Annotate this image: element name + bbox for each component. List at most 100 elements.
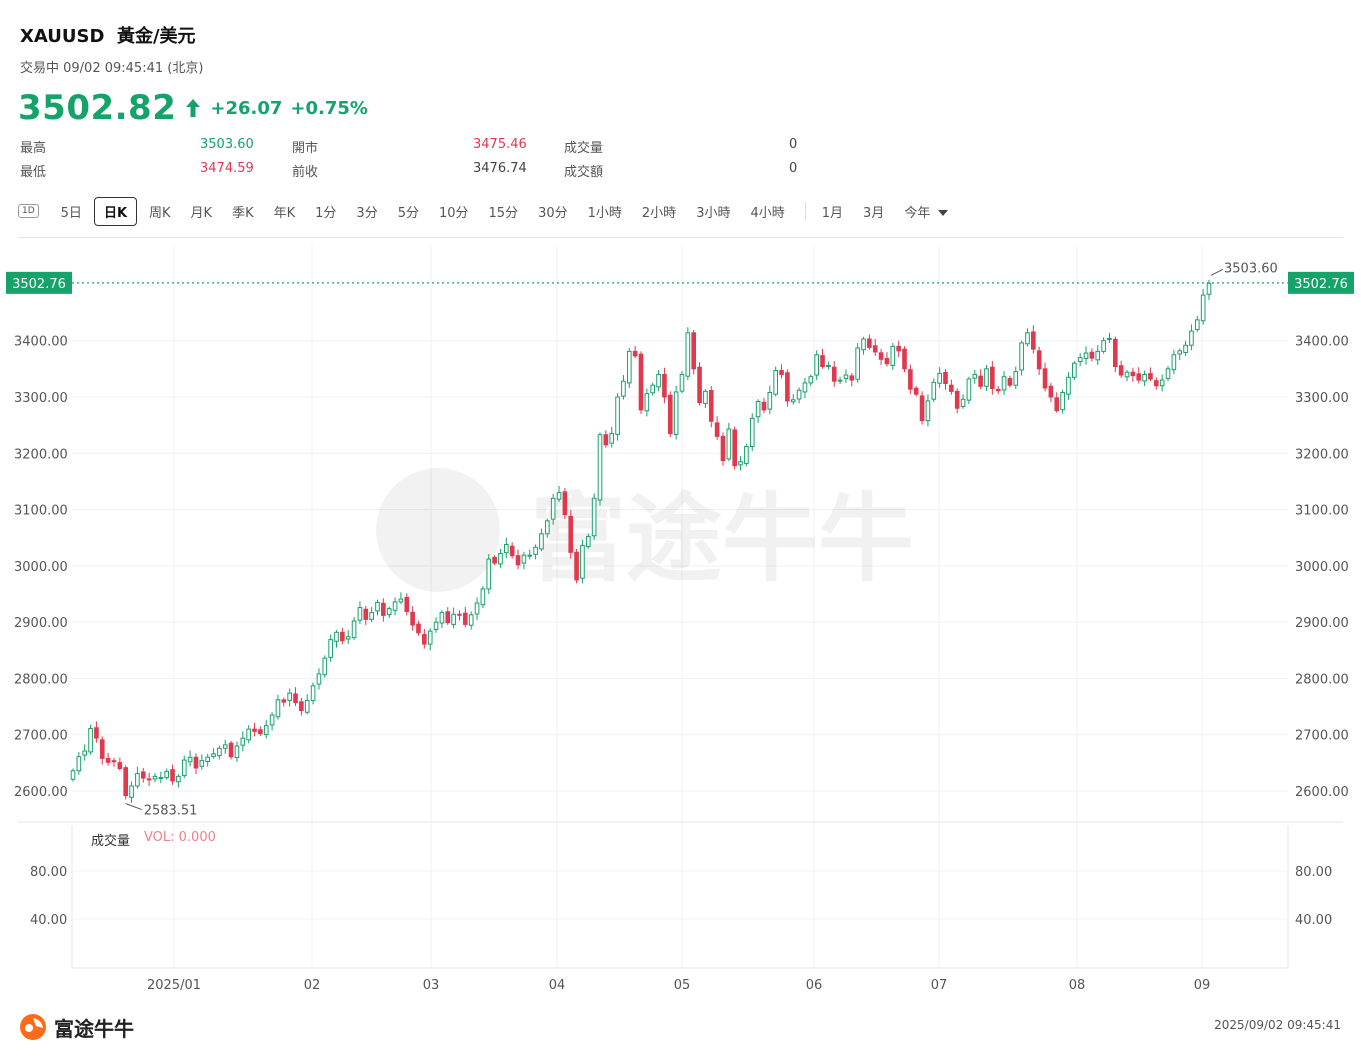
candle-body bbox=[509, 545, 515, 557]
candle-body bbox=[94, 727, 99, 739]
candle-body bbox=[913, 387, 919, 395]
tab-weekly-k[interactable]: 周K bbox=[149, 205, 171, 221]
y-tick-right-3200: 3200.00 bbox=[1295, 447, 1349, 462]
low-annotation: 2583.51 bbox=[144, 804, 198, 819]
candle-body bbox=[480, 588, 486, 606]
candle-body bbox=[88, 728, 93, 753]
candle-body bbox=[931, 381, 937, 400]
volume-panel-label: 成交量 bbox=[91, 834, 131, 849]
candle-body bbox=[445, 611, 451, 624]
candle-body bbox=[129, 785, 134, 798]
turnover-value: 0 bbox=[789, 161, 798, 176]
candle-body bbox=[544, 520, 550, 535]
volume-value: 0 bbox=[789, 137, 798, 152]
candle-body bbox=[246, 728, 251, 741]
candle-body bbox=[463, 612, 468, 625]
candle-body bbox=[767, 391, 773, 410]
high-value: 3503.60 bbox=[200, 137, 254, 152]
candle-body bbox=[785, 372, 790, 402]
candle-body bbox=[1060, 391, 1065, 411]
candle-body bbox=[644, 393, 650, 412]
toolbar-divider bbox=[804, 202, 806, 220]
y-tick-left-3100: 3100.00 bbox=[14, 504, 68, 519]
candle-body bbox=[146, 778, 152, 781]
tab-3min[interactable]: 3分 bbox=[356, 205, 378, 221]
candle-body bbox=[258, 729, 263, 735]
candle-body bbox=[521, 554, 527, 564]
candle-body bbox=[398, 598, 404, 603]
tab-4h[interactable]: 4小時 bbox=[750, 205, 785, 221]
candle-body bbox=[960, 398, 966, 408]
x-tick-0: 2025/01 bbox=[147, 978, 201, 993]
candle-body bbox=[626, 350, 632, 384]
candle-body bbox=[310, 685, 316, 701]
candle-body bbox=[562, 491, 568, 516]
footer-timestamp: 2025/09/02 09:45:41 bbox=[1214, 1018, 1341, 1032]
candle-body bbox=[99, 739, 105, 759]
candle-body bbox=[802, 382, 808, 393]
candle-body bbox=[416, 623, 421, 634]
candle-body bbox=[351, 620, 357, 639]
tab-10min[interactable]: 10分 bbox=[438, 205, 469, 221]
candle-body bbox=[498, 552, 503, 565]
candle-body bbox=[1177, 350, 1183, 355]
vol-tick-left-0: 80.00 bbox=[30, 865, 67, 880]
tab-daily-k[interactable]: 日K bbox=[93, 196, 138, 226]
x-tick-8: 09 bbox=[1194, 978, 1211, 993]
futu-logo-icon bbox=[20, 1014, 46, 1040]
tab-2h[interactable]: 2小時 bbox=[641, 205, 677, 221]
candle-body bbox=[1124, 371, 1130, 378]
tab-quarterly-k[interactable]: 季K bbox=[232, 205, 254, 221]
y-tick-right-2900: 2900.00 bbox=[1295, 616, 1349, 631]
candle-body bbox=[123, 767, 129, 797]
candle-body bbox=[878, 352, 884, 360]
candle-body bbox=[492, 556, 497, 564]
candle-body bbox=[322, 657, 328, 676]
candle-body bbox=[697, 366, 702, 404]
candle-body bbox=[105, 757, 111, 763]
tab-1h[interactable]: 1小時 bbox=[587, 205, 622, 221]
tab-5d[interactable]: 5日 bbox=[60, 205, 82, 221]
x-tick-2: 03 bbox=[423, 978, 440, 993]
tab-monthly-k[interactable]: 月K bbox=[190, 205, 213, 221]
candle-body bbox=[843, 374, 849, 379]
candle-body bbox=[135, 773, 140, 787]
candle-body bbox=[1153, 380, 1159, 387]
y-tick-left-3400: 3400.00 bbox=[14, 335, 68, 350]
low-value: 3474.59 bbox=[200, 161, 254, 176]
open-value: 3475.46 bbox=[473, 137, 527, 152]
candle-body bbox=[632, 350, 638, 357]
candle-body bbox=[621, 380, 626, 397]
candle-body bbox=[158, 777, 164, 780]
candle-body bbox=[738, 461, 743, 466]
candle-body bbox=[949, 384, 954, 392]
tab-1month[interactable]: 1月 bbox=[821, 205, 844, 221]
candle-body bbox=[299, 701, 304, 712]
candle-body bbox=[439, 612, 445, 624]
tab-3h[interactable]: 3小時 bbox=[696, 205, 731, 221]
candle-body bbox=[70, 770, 76, 780]
x-tick-6: 07 bbox=[931, 978, 948, 993]
y-tick-left-2900: 2900.00 bbox=[14, 616, 68, 631]
candle-body bbox=[1007, 377, 1013, 386]
candle-body bbox=[1136, 373, 1142, 381]
y-tick-left-2600: 2600.00 bbox=[14, 785, 68, 800]
candle-body bbox=[211, 753, 216, 757]
tab-yearly-k[interactable]: 年K bbox=[273, 205, 296, 221]
candle-body bbox=[334, 631, 339, 642]
candle-body bbox=[638, 353, 644, 411]
tab-ytd-dropdown[interactable]: 今年 bbox=[896, 198, 956, 225]
candle-body bbox=[1001, 376, 1007, 391]
vol-tick-left-1: 40.00 bbox=[30, 913, 67, 928]
last-price: 3502.82 bbox=[18, 88, 177, 128]
tab-1min[interactable]: 1分 bbox=[315, 205, 337, 221]
candle-body bbox=[533, 546, 538, 555]
intraday-toggle-icon[interactable]: 1D bbox=[18, 204, 39, 218]
tab-3month[interactable]: 3月 bbox=[863, 205, 885, 221]
tab-30min[interactable]: 30分 bbox=[538, 205, 568, 221]
candle-body bbox=[826, 364, 831, 367]
tab-15min[interactable]: 15分 bbox=[488, 205, 519, 221]
tab-5min[interactable]: 5分 bbox=[397, 205, 419, 221]
candle-body bbox=[222, 744, 228, 749]
